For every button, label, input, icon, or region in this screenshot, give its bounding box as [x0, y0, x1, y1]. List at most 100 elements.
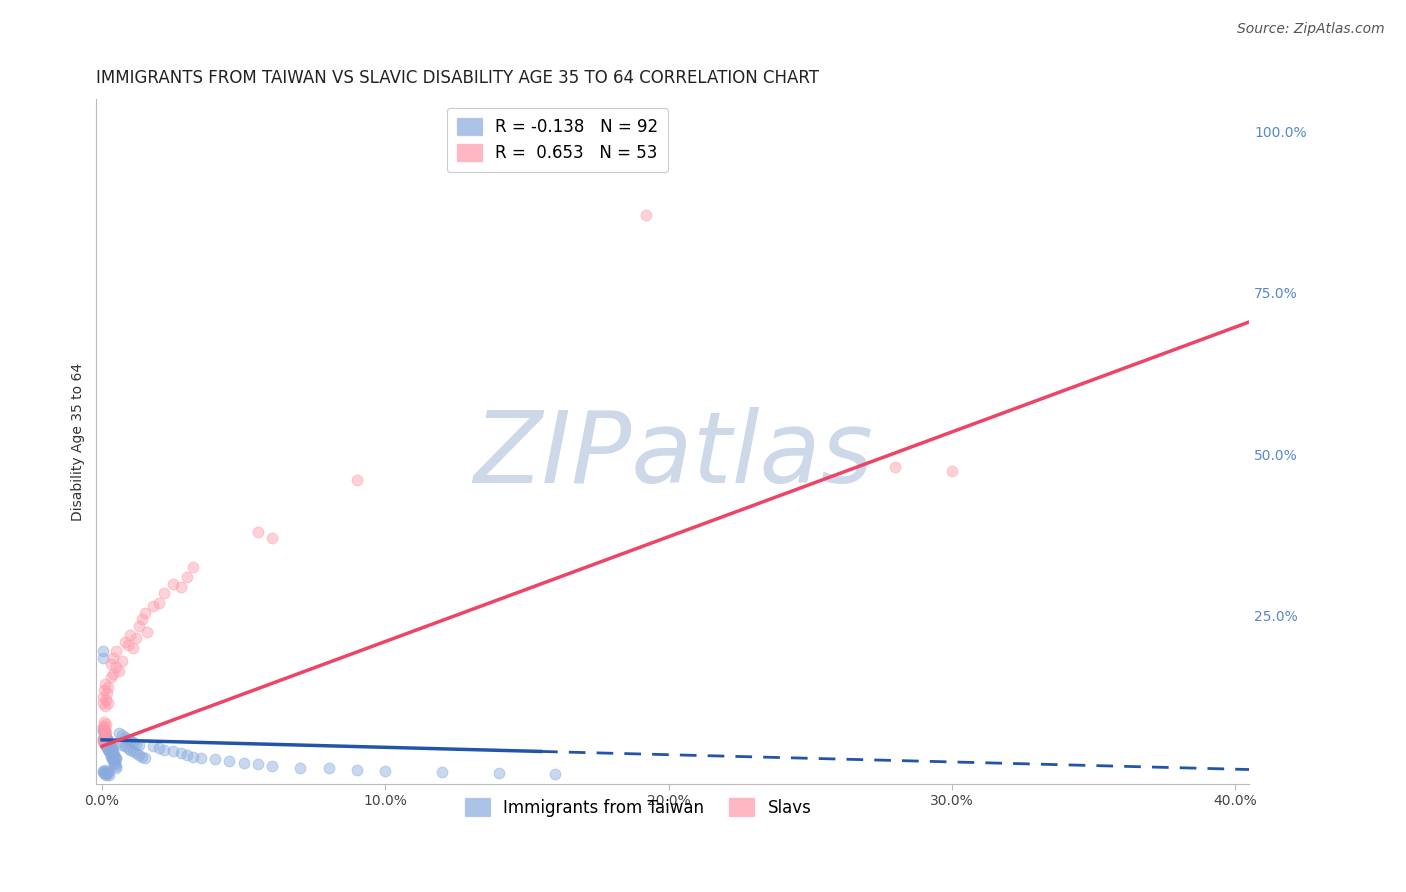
Point	[941, 463, 963, 477]
Point	[103, 747, 125, 762]
Point	[176, 570, 198, 584]
Point	[97, 732, 120, 747]
Point	[318, 761, 340, 775]
Point	[93, 735, 115, 749]
Point	[105, 752, 128, 766]
Point	[120, 628, 142, 642]
Point	[290, 761, 312, 775]
Point	[488, 766, 510, 780]
Point	[148, 741, 170, 756]
Point	[97, 766, 120, 780]
Point	[97, 764, 120, 778]
Point	[134, 606, 156, 620]
Point	[105, 644, 128, 658]
Point	[93, 766, 115, 780]
Point	[114, 739, 136, 754]
Legend: Immigrants from Taiwan, Slavs: Immigrants from Taiwan, Slavs	[458, 792, 818, 823]
Point	[91, 731, 114, 746]
Point	[91, 731, 114, 746]
Point	[100, 749, 122, 764]
Point	[93, 723, 115, 738]
Point	[91, 764, 114, 778]
Text: Source: ZipAtlas.com: Source: ZipAtlas.com	[1237, 22, 1385, 37]
Point	[346, 763, 368, 777]
Point	[105, 660, 128, 674]
Point	[101, 744, 124, 758]
Point	[246, 757, 269, 772]
Point	[94, 728, 117, 742]
Point	[103, 754, 125, 768]
Point	[94, 763, 117, 777]
Point	[93, 696, 115, 710]
Text: IMMIGRANTS FROM TAIWAN VS SLAVIC DISABILITY AGE 35 TO 64 CORRELATION CHART: IMMIGRANTS FROM TAIWAN VS SLAVIC DISABIL…	[97, 69, 820, 87]
Point	[111, 654, 134, 668]
Point	[94, 738, 117, 752]
Point	[100, 741, 122, 756]
Point	[260, 532, 283, 546]
Point	[91, 718, 114, 732]
Point	[108, 726, 131, 740]
Point	[142, 739, 165, 754]
Point	[128, 618, 150, 632]
Point	[162, 744, 184, 758]
Point	[120, 732, 142, 747]
Point	[176, 747, 198, 762]
Point	[103, 756, 125, 770]
Point	[142, 599, 165, 614]
Text: ZIPatlas: ZIPatlas	[472, 407, 873, 504]
Point	[260, 758, 283, 772]
Point	[134, 751, 156, 765]
Point	[181, 560, 204, 574]
Point	[131, 749, 153, 764]
Point	[108, 664, 131, 678]
Point	[97, 743, 120, 757]
Point	[153, 743, 176, 757]
Point	[93, 765, 115, 780]
Point	[131, 612, 153, 626]
Point	[91, 644, 114, 658]
Point	[108, 735, 131, 749]
Point	[94, 728, 117, 742]
Point	[128, 738, 150, 752]
Point	[218, 754, 240, 768]
Point	[246, 524, 269, 539]
Point	[111, 728, 134, 742]
Point	[122, 735, 145, 749]
Point	[101, 751, 124, 765]
Point	[125, 632, 148, 646]
Point	[101, 743, 124, 757]
Point	[170, 580, 193, 594]
Point	[153, 586, 176, 600]
Point	[94, 699, 117, 714]
Point	[101, 752, 124, 766]
Point	[91, 722, 114, 736]
Point	[111, 738, 134, 752]
Point	[94, 730, 117, 744]
Point	[136, 624, 159, 639]
Point	[94, 726, 117, 740]
Point	[98, 744, 121, 758]
Point	[96, 741, 118, 756]
Point	[94, 676, 117, 690]
Point	[103, 667, 125, 681]
Point	[98, 738, 121, 752]
Point	[96, 739, 118, 754]
Point	[125, 737, 148, 751]
Point	[100, 747, 122, 762]
Point	[104, 751, 127, 765]
Point	[634, 209, 657, 223]
Point	[100, 657, 122, 672]
Point	[96, 767, 118, 781]
Point	[128, 747, 150, 762]
Point	[100, 739, 122, 754]
Point	[96, 686, 118, 700]
Point	[104, 758, 127, 772]
Point	[96, 725, 118, 739]
Point	[94, 767, 117, 781]
Point	[100, 670, 122, 684]
Point	[374, 764, 396, 778]
Point	[103, 746, 125, 760]
Point	[162, 576, 184, 591]
Point	[148, 596, 170, 610]
Point	[122, 744, 145, 758]
